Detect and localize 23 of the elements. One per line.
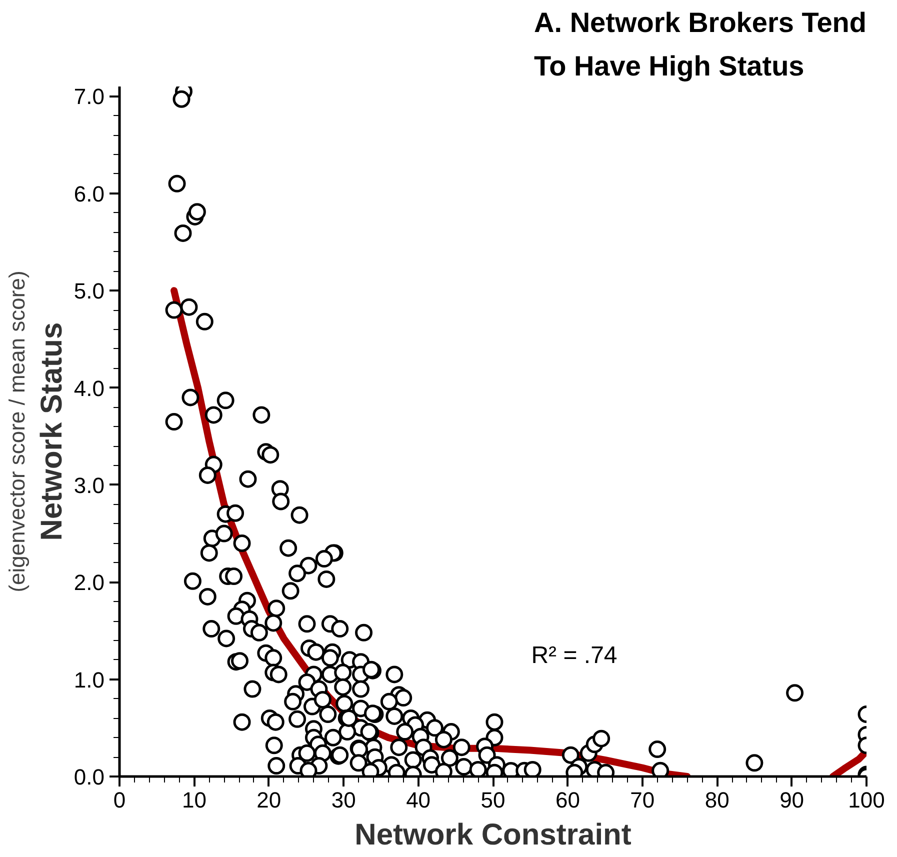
x-tick-label: 50 (480, 788, 506, 812)
y-tick-label: 5.0 (74, 278, 105, 304)
x-tick-label: 60 (555, 788, 580, 812)
x-tick-label: 90 (780, 788, 804, 812)
y-tick-label: 2.0 (74, 570, 105, 596)
chart-title: A. Network Brokers Tend To Have High Status (534, 7, 867, 82)
y-tick-label: 7.0 (74, 84, 105, 110)
x-tick-label: 20 (256, 788, 282, 812)
x-tick-label: 100 (848, 788, 885, 812)
y-tick-label: 0.0 (74, 764, 105, 790)
x-tick-label: 10 (182, 788, 206, 812)
x-axis-title: Network Constraint (354, 818, 632, 852)
x-tick-label: 40 (406, 788, 431, 812)
y-tick-label: 4.0 (74, 376, 105, 401)
x-tick-label: 30 (331, 788, 356, 812)
y-axis-title: Network Status (eigenvector score / mean score) (4, 270, 68, 592)
y-tick-label: 6.0 (74, 181, 105, 206)
x-tick-label: 70 (630, 788, 655, 812)
x-tick-label: 0 (113, 788, 126, 812)
annotation: R² = .74 (531, 642, 618, 669)
x-tick-label: 80 (704, 788, 730, 812)
y-tick-label: 3.0 (74, 472, 105, 498)
y-tick-label: 1.0 (74, 667, 105, 692)
